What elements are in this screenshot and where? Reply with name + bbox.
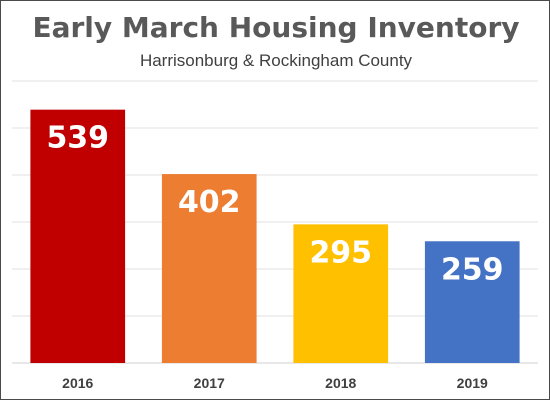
chart-title: Early March Housing Inventory: [32, 11, 520, 44]
bar-2017: [161, 174, 257, 363]
x-tick-label-2019: 2019: [457, 375, 488, 391]
data-label-2016: 539: [46, 121, 109, 156]
data-labels: 539 402 295 259: [46, 121, 503, 288]
bars: [30, 109, 520, 363]
data-label-2018: 295: [309, 235, 372, 270]
bar-2019: [424, 241, 520, 363]
x-tick-labels: 2016 2017 2018 2019: [62, 375, 488, 391]
x-tick-label-2017: 2017: [194, 375, 225, 391]
data-label-2017: 402: [178, 185, 241, 220]
bar-2018: [293, 224, 389, 363]
data-label-2019: 259: [441, 252, 504, 287]
chart-subtitle: Harrisonburg & Rockingham County: [139, 51, 413, 70]
x-tick-label-2016: 2016: [62, 375, 93, 391]
bar-2016: [30, 109, 126, 363]
x-tick-label-2018: 2018: [325, 375, 356, 391]
